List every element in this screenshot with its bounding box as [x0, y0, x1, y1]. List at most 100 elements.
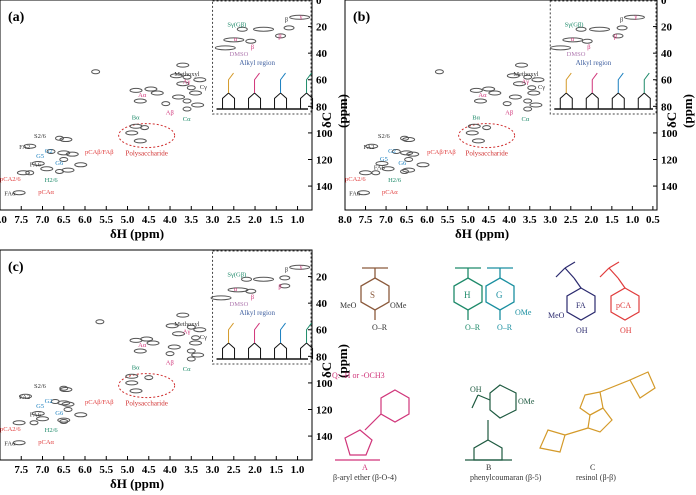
polysaccharide-ellipse — [458, 123, 516, 149]
peak-annotation: γ — [299, 14, 303, 21]
contour-peak — [144, 86, 158, 92]
polysaccharide-label: Polysaccharide — [125, 150, 167, 158]
contour-peak — [59, 418, 69, 424]
peak-annotation: pCAβ/FAβ — [85, 399, 114, 406]
contour-peak — [169, 73, 183, 79]
x-axis-title: δH (ppm) — [110, 476, 165, 491]
contour-peak — [176, 62, 190, 68]
contour-peak — [31, 410, 45, 416]
y-tick-label: 60 — [316, 325, 328, 337]
peak-annotation: α — [234, 286, 238, 293]
contour-peak — [253, 26, 275, 32]
peak-annotation: α — [234, 36, 238, 43]
peak-annotation: Sγ(Gβ) — [565, 22, 584, 29]
x-axis-title: δH (ppm) — [455, 226, 510, 241]
peak-annotation: FAα — [4, 190, 16, 197]
x-tick-label: 3.5 — [523, 214, 537, 226]
contour-peak — [612, 33, 624, 39]
y-tick-label: 80 — [316, 351, 328, 363]
contour-peak — [176, 81, 190, 87]
contour-peak — [191, 335, 201, 341]
side-chain-icon — [254, 72, 260, 94]
contour-peak — [31, 160, 45, 166]
contour-peak — [74, 162, 88, 168]
contour-peak — [523, 98, 533, 104]
peak-annotation: FA2 — [19, 394, 30, 401]
contour-peak — [140, 125, 150, 131]
side-chain-icon — [248, 342, 262, 359]
hsqc-panel-a: 8.0 7.5 7.0 6.5 6.0 5.5 5.0 4.5 4.0 3.5 3.0 2.5 2.0 1… — [0, 0, 350, 245]
contour-peak — [182, 98, 192, 104]
peak-annotation: Methoxyl — [513, 71, 538, 78]
h-label: H — [464, 290, 471, 300]
contour-peak — [91, 69, 101, 75]
contour-peak — [289, 264, 311, 270]
contour-peak — [133, 138, 147, 144]
contour-peak — [172, 94, 186, 100]
x-tick-label: 5.5 — [441, 214, 455, 226]
y-tick-label: 60 — [661, 75, 673, 87]
x-tick-label: 1.5 — [269, 214, 283, 226]
or-label: O–R — [372, 323, 388, 332]
contour-peak — [57, 400, 71, 406]
alkyl-region-label: Alkyl region — [576, 59, 612, 67]
x-tick-label: 3.0 — [206, 464, 220, 476]
spectrum-plot: 8.0 7.5 7.0 6.5 6.0 5.5 5.0 4.5 4.0 3.5 3.0 2.5 2.0 1… — [338, 0, 678, 226]
y-axis-title: δC (ppm) — [663, 94, 695, 128]
side-chain-icon — [643, 72, 650, 94]
peak-annotation: Sγ(Gβ) — [227, 272, 246, 279]
panel-label: (b) — [353, 10, 371, 25]
peak-annotation: S2/6 — [378, 133, 391, 140]
y-tick-label: 100 — [316, 378, 333, 390]
side-chain-icon — [637, 92, 651, 109]
contour-peak — [133, 98, 147, 104]
x-tick-label: 4.5 — [142, 464, 156, 476]
or-label: O–R — [497, 323, 513, 332]
contour-peak — [57, 417, 71, 423]
contour-peak — [279, 275, 291, 281]
contour-peak — [167, 344, 181, 350]
contour-peak — [193, 77, 207, 83]
contour-peak — [406, 151, 420, 157]
x-tick-label: 2.0 — [584, 214, 598, 226]
contour-peak — [375, 160, 389, 166]
contour-peak — [482, 125, 492, 131]
peak-annotation: Methoxyl — [174, 321, 199, 328]
y-tick-label: 120 — [661, 154, 678, 166]
contour-peak — [253, 276, 275, 282]
peak-annotation: Aα — [138, 92, 147, 99]
contour-peak — [527, 85, 537, 91]
contour-peak — [214, 45, 236, 51]
peak-annotation: FA2 — [363, 144, 374, 151]
x-axis-title: δH (ppm) — [110, 226, 165, 241]
contour-peak — [523, 106, 533, 112]
peak-annotation: G5 — [36, 403, 44, 410]
peak-annotation: Cγ — [538, 84, 545, 91]
peak-annotation: H2/6 — [388, 177, 402, 184]
peak-annotation: DMSO — [230, 51, 249, 58]
y-tick-label: 20 — [316, 272, 328, 284]
peak-annotation: pCA2/6 — [0, 176, 21, 183]
contour-peak — [488, 90, 502, 96]
peak-annotation: FA2 — [19, 144, 30, 151]
peak-annotation: β — [587, 44, 591, 51]
panel-label: (a) — [8, 10, 25, 25]
y-tick-label: 120 — [316, 404, 333, 416]
polysaccharide-label: Polysaccharide — [465, 150, 507, 158]
peak-annotation: FA6 — [30, 161, 42, 168]
contour-peak — [125, 373, 139, 379]
x-tick-label: 8.0 — [338, 214, 352, 226]
fa-label: FA — [576, 301, 586, 310]
contour-peak — [191, 352, 205, 358]
side-chain-icon — [274, 342, 288, 359]
y-tick-label: 140 — [316, 431, 333, 443]
peak-annotation: β — [278, 34, 282, 41]
contour-peak — [12, 190, 26, 196]
contour-peak — [189, 90, 203, 96]
contour-peak — [223, 37, 245, 43]
x-tick-label: 6.0 — [78, 464, 92, 476]
x-tick-label: 4.5 — [482, 214, 496, 226]
x-tick-label: 4.5 — [142, 214, 156, 226]
peak-annotation: Aγ — [183, 79, 191, 86]
b-name: phenylcoumaran (β-5) — [470, 473, 542, 482]
